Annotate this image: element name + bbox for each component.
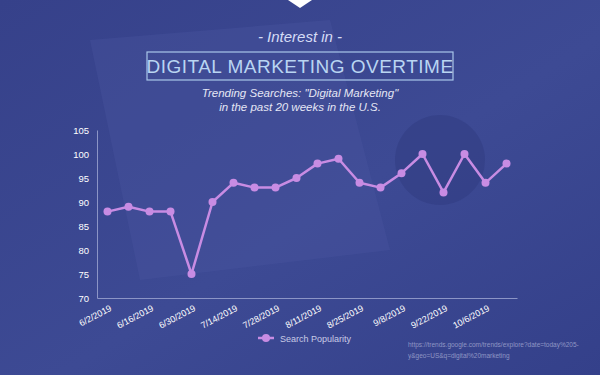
data-point: [188, 270, 196, 278]
data-point: [314, 160, 322, 168]
legend: Search Popularity: [258, 334, 352, 344]
data-point: [377, 184, 385, 192]
x-tick: 6/30/2019: [157, 298, 197, 331]
source: y&geo=US&q=digital%20marketing: [408, 352, 510, 360]
y-tick-label: 80: [78, 245, 89, 256]
data-point: [209, 198, 217, 206]
y-tick: 70: [78, 293, 97, 304]
y-tick-label: 105: [73, 125, 89, 136]
data-point: [167, 208, 175, 216]
data-point: [461, 150, 469, 158]
data-point: [251, 184, 259, 192]
y-tick-label: 85: [78, 221, 89, 232]
data-point: [419, 150, 427, 158]
data-point: [230, 179, 238, 187]
x-tick: 7/28/2019: [241, 298, 281, 331]
cup-shape: [395, 115, 485, 205]
source: https://trends.google.com/trends/explore…: [408, 341, 579, 349]
x-tick: 9/8/2019: [372, 298, 408, 328]
legend-marker: [262, 334, 270, 342]
x-tick-label: 8/25/2019: [325, 303, 365, 331]
y-axis: 70 75 80 85 90 95 100 105: [73, 125, 97, 304]
y-tick: 75: [78, 269, 97, 280]
data-point: [503, 160, 511, 168]
x-tick-label: 7/28/2019: [241, 303, 281, 331]
x-tick: 10/6/2019: [451, 298, 491, 331]
x-tick-label: 6/16/2019: [115, 303, 155, 331]
x-tick-label: 6/30/2019: [157, 303, 197, 331]
legend-label: Search Popularity: [280, 334, 352, 344]
x-tick-label: 8/11/2019: [284, 303, 323, 330]
top-notch: [288, 0, 312, 8]
data-point: [398, 169, 406, 177]
y-tick-label: 70: [78, 293, 89, 304]
y-tick-label: 100: [73, 149, 89, 160]
x-axis-line: [98, 298, 518, 299]
data-point: [272, 184, 280, 192]
x-tick: 6/16/2019: [115, 298, 155, 331]
x-axis: 6/2/20196/16/20196/30/20197/14/20197/28/…: [78, 298, 518, 331]
x-tick: 9/22/2019: [409, 298, 449, 331]
data-point: [293, 174, 301, 182]
data-point: [335, 155, 343, 163]
legend-item: Search Popularity: [258, 334, 352, 344]
y-tick: 85: [78, 221, 97, 232]
y-axis-line: [97, 131, 98, 299]
subtitle: in the past 20 weeks in the U.S.: [219, 101, 381, 113]
y-tick: 95: [78, 173, 97, 184]
y-tick: 100: [73, 149, 97, 160]
y-tick: 105: [73, 125, 97, 136]
series-line: [108, 154, 507, 274]
x-tick: 7/14/2019: [199, 298, 239, 331]
plot-area: [104, 150, 511, 278]
title-box: [147, 52, 453, 80]
data-point: [125, 203, 133, 211]
data-point: [482, 179, 490, 187]
x-tick: 8/11/2019: [284, 298, 323, 330]
data-point: [356, 179, 364, 187]
y-tick-label: 95: [78, 173, 89, 184]
y-tick-label: 90: [78, 197, 89, 208]
y-tick: 90: [78, 197, 97, 208]
title: DIGITAL MARKETING OVERTIME: [146, 56, 453, 77]
x-tick-label: 7/14/2019: [199, 303, 239, 331]
data-point: [104, 208, 112, 216]
x-tick: 6/2/2019: [78, 298, 114, 328]
y-tick-label: 75: [78, 269, 89, 280]
pretitle: - Interest in -: [258, 28, 342, 45]
x-tick-label: 6/2/2019: [78, 303, 114, 328]
x-tick-label: 10/6/2019: [451, 303, 491, 331]
data-point: [440, 188, 448, 196]
y-tick: 80: [78, 245, 97, 256]
background: [0, 0, 600, 375]
data-point: [146, 208, 154, 216]
x-tick-label: 9/22/2019: [409, 303, 449, 331]
chart: - Interest in - DIGITAL MARKETING OVERTIM…: [0, 0, 600, 375]
x-tick-label: 9/8/2019: [372, 303, 408, 328]
x-tick: 8/25/2019: [325, 298, 365, 331]
subtitle: Trending Searches: "Digital Marketing": [202, 87, 399, 99]
